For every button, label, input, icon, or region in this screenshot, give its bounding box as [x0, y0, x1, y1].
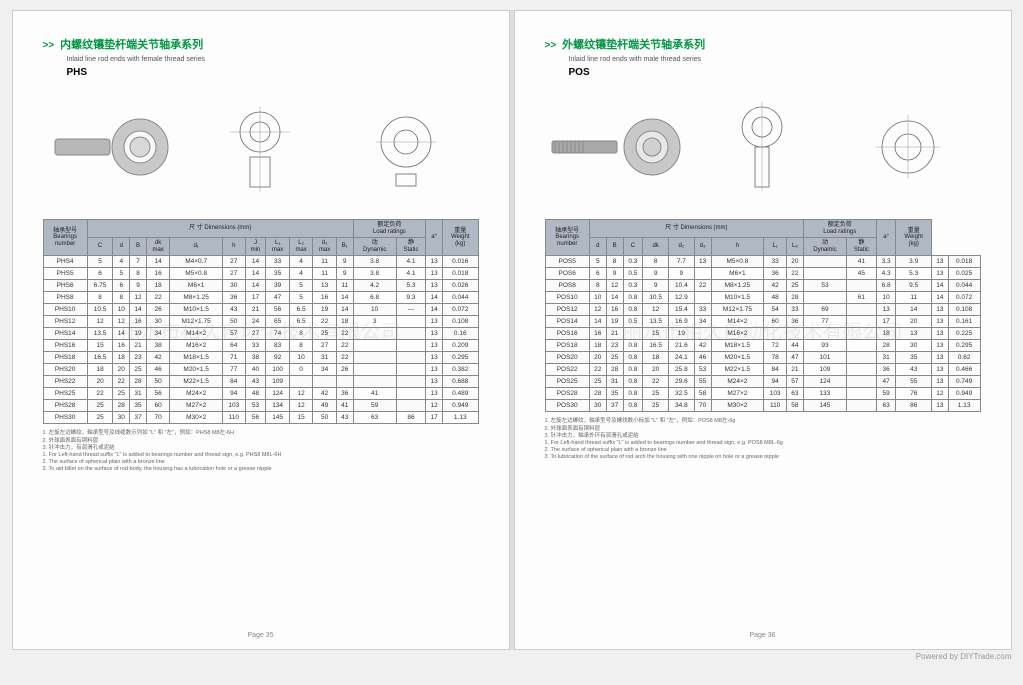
technical-drawing-1	[190, 97, 330, 197]
technical-drawing-2	[838, 97, 978, 197]
left-page: 丽水市相久自动化技术有限公司 >> 内螺纹镶垫杆端关节轴承系列 Inlaid l…	[12, 10, 510, 650]
product-photo	[547, 97, 687, 197]
left-notes: 1. 左旋左边螺纹，轴承型号及线缆数示列如 "L" 和 "左"，例如：PHS8 …	[43, 430, 479, 473]
table-row: POS1616211519M16×21813130.225	[545, 328, 980, 340]
right-table: 轴承型号 Bearings number尺 寸 Dimensions (mm)额…	[545, 219, 981, 412]
left-page-num: Page 35	[13, 632, 509, 639]
table-row: POS2020250.81824.146M20×1.57847101313513…	[545, 352, 980, 364]
table-row: PHS2825283560M27×21035313412494159120.94…	[43, 400, 478, 412]
table-row: POS88120.3910.422M8×1.254225536.89.5140.…	[545, 280, 980, 292]
right-diagram-area	[545, 84, 981, 209]
table-row: PHS2522253156M24×2944812412423641130.489	[43, 388, 478, 400]
right-page: 丽水市相久自动化技术有限公司 >> 外螺纹镶垫杆端关节轴承系列 Inlaid l…	[514, 10, 1012, 650]
table-row: PHS1212121630M12×1.755024656.522183130.1…	[43, 316, 478, 328]
page-spread: 丽水市相久自动化技术有限公司 >> 内螺纹镶垫杆端关节轴承系列 Inlaid l…	[12, 10, 1012, 650]
table-row: PHS1816.5182342M18×1.5713892103122130.29…	[43, 352, 478, 364]
table-row: POS1414190.513.516.934M14×26036771720130…	[545, 316, 980, 328]
table-row: POS3030370.82534.870M30×2110581456386131…	[545, 400, 980, 412]
left-series: PHS	[67, 67, 479, 78]
table-row: PHS1010.5101426M10×1.54321566.5191410---…	[43, 304, 478, 316]
right-notes: 1. 左旋左边螺纹，轴承型号及螺线数小标加 "L" 和 "左"，例如：POS8 …	[545, 418, 981, 461]
right-title-en: Inlaid line rod ends with male thread se…	[569, 56, 981, 63]
left-title-en: Inlaid line rod ends with female thread …	[67, 56, 479, 63]
table-row: POS1010140.810.512.9M10×1.54828611011140…	[545, 292, 980, 304]
left-title-cn: 内螺纹镶垫杆端关节轴承系列	[60, 39, 203, 51]
table-row: PHS8881222M8×1.25361747516146.89.3140.04…	[43, 292, 478, 304]
product-photo	[45, 97, 185, 197]
left-table: 轴承型号 Bearings number尺 寸 Dimensions (mm)额…	[43, 219, 479, 424]
left-diagram-area	[43, 84, 479, 209]
chevron-icon: >>	[545, 40, 557, 51]
left-heading: >> 内螺纹镶垫杆端关节轴承系列	[43, 36, 479, 52]
chevron-icon: >>	[43, 40, 55, 51]
table-row: PHS1615162138M16×264338382722130.209	[43, 340, 478, 352]
table-row: POS6690.599M6×13622454.35.3130.025	[545, 268, 980, 280]
table-row: PHS454714M4×0.727143341193.84.1130.016	[43, 256, 478, 268]
table-row: PHS2018202546M20×1.5774010003426130.382	[43, 364, 478, 376]
table-row: POS5580.387.713M5×0.83320413.33.9130.018	[545, 256, 980, 268]
table-row: POS1818230.816.521.642M18×1.572449328301…	[545, 340, 980, 352]
right-title-cn: 外螺纹镶垫杆端关节轴承系列	[562, 39, 705, 51]
table-row: POS2222280.82025.853M22×1.58421109364313…	[545, 364, 980, 376]
table-row: POS1212160.81215.433M12×1.75543369131413…	[545, 304, 980, 316]
table-row: POS2828350.82532.558M27×2103631335976120…	[545, 388, 980, 400]
table-row: PHS565816M5×0.827143541193.84.1130.018	[43, 268, 478, 280]
right-page-num: Page 36	[515, 632, 1011, 639]
table-row: PHS66.756918M6×1301439513114.25.3130.026	[43, 280, 478, 292]
right-series: POS	[569, 67, 981, 78]
table-row: POS2525310.82229.655M24×294571244755130.…	[545, 376, 980, 388]
table-row: PHS3025303770M30×2110561451550436386171.…	[43, 412, 478, 424]
table-row: PHS1413.5141934M14×257277482522130.16	[43, 328, 478, 340]
footer-credit: Powered by DIYTrade.com	[12, 652, 1012, 661]
technical-drawing-1	[692, 97, 832, 197]
technical-drawing-2	[336, 97, 476, 197]
table-row: PHS2220222850M22×1.58443109130.688	[43, 376, 478, 388]
right-heading: >> 外螺纹镶垫杆端关节轴承系列	[545, 36, 981, 52]
